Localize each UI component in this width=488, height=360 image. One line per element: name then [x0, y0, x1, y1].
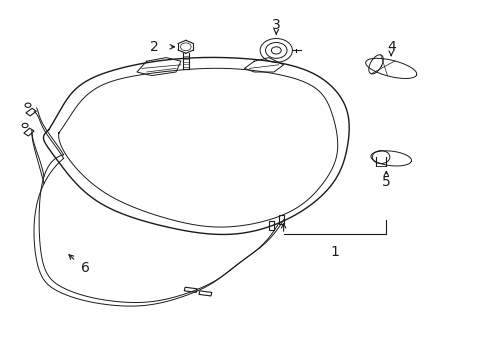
Circle shape — [22, 123, 28, 127]
Circle shape — [265, 42, 286, 58]
Circle shape — [180, 43, 191, 51]
Polygon shape — [268, 220, 273, 230]
Text: 4: 4 — [386, 40, 395, 54]
Text: 3: 3 — [271, 18, 280, 32]
Polygon shape — [278, 215, 283, 224]
Polygon shape — [199, 291, 211, 296]
Circle shape — [271, 47, 281, 54]
Circle shape — [25, 103, 31, 107]
Circle shape — [260, 39, 292, 62]
Polygon shape — [26, 108, 36, 116]
Circle shape — [371, 150, 389, 163]
Text: 5: 5 — [381, 175, 390, 189]
Text: 6: 6 — [81, 261, 90, 275]
Polygon shape — [184, 287, 197, 292]
Text: 2: 2 — [149, 40, 158, 54]
Text: 1: 1 — [330, 245, 339, 259]
Polygon shape — [24, 128, 34, 136]
